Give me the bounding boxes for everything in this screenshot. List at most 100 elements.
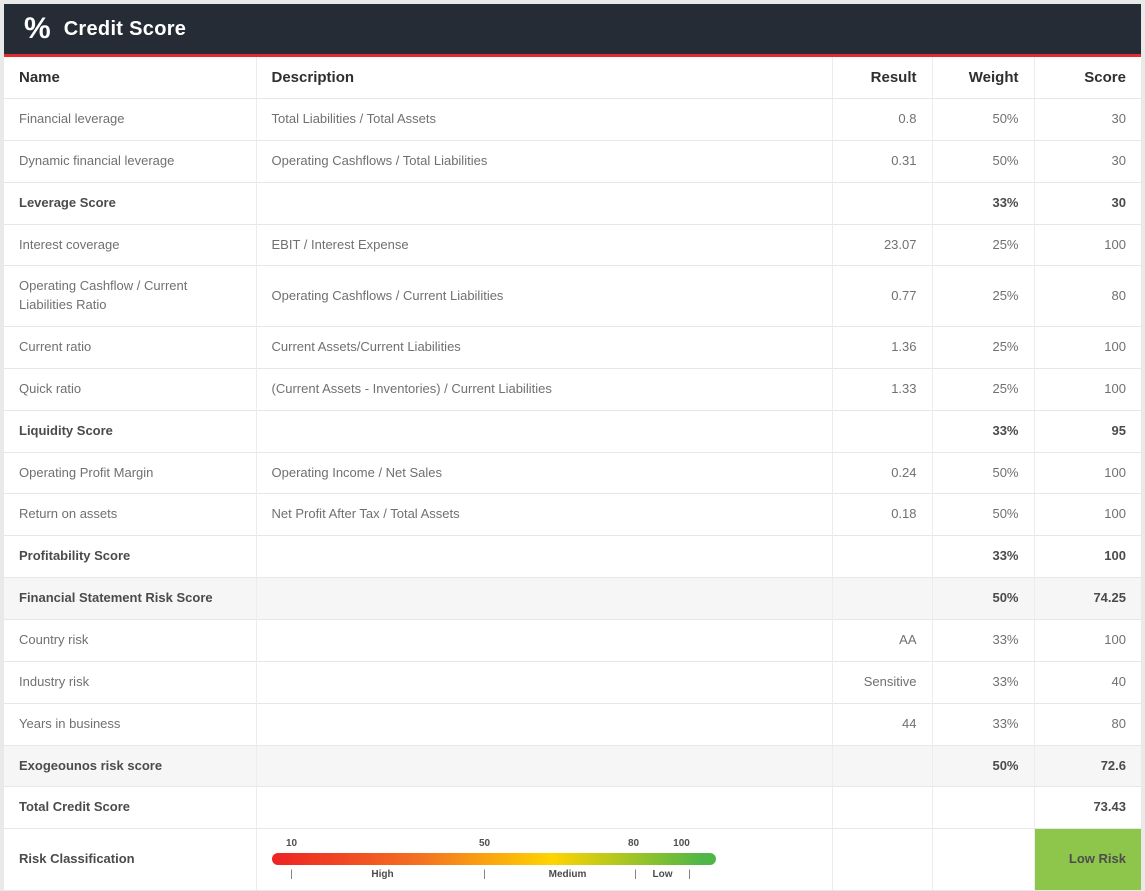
row-weight: 33% — [931, 409, 1034, 453]
zone-divider-tick: | — [688, 869, 691, 881]
row-weight: 25% — [931, 265, 1034, 327]
row-result: AA — [831, 618, 932, 662]
risk-classification-label: Risk Classification — [4, 828, 256, 891]
table-row: Return on assets Net Profit After Tax / T… — [4, 493, 1141, 536]
row-score: 100 — [1033, 535, 1141, 578]
zone-label: Medium — [548, 869, 587, 881]
credit-score-table: Name Description Result Weight Score Fin… — [4, 57, 1141, 891]
scale-tick-label: 10 — [285, 838, 298, 850]
row-result — [831, 828, 932, 891]
scale-tick-label: 100 — [673, 838, 690, 850]
column-header-description: Description — [255, 57, 832, 99]
table-row: Exogeounos risk score 50% 72.6 — [4, 744, 1141, 787]
row-result: 1.33 — [831, 367, 932, 411]
row-result — [831, 577, 932, 620]
row-weight: 25% — [931, 223, 1034, 266]
risk-meter-scale-ticks: 10 50 80 100 — [272, 837, 716, 851]
table-row: Financial Statement Risk Score 50% 74.25 — [4, 577, 1141, 620]
row-weight: 33% — [931, 181, 1034, 225]
table-row: Dynamic financial leverage Operating Cash… — [4, 139, 1141, 183]
zone-divider-tick: | — [483, 869, 486, 881]
table-row: Country risk AA 33% 100 — [4, 618, 1141, 662]
row-result — [831, 535, 932, 578]
table-row: Liquidity Score 33% 95 — [4, 409, 1141, 453]
row-name: Industry risk — [4, 660, 256, 704]
row-name: Interest coverage — [4, 223, 256, 266]
row-description — [255, 535, 832, 578]
row-result: 0.77 — [831, 265, 932, 327]
table-header-row: Name Description Result Weight Score — [4, 57, 1141, 99]
row-score: 95 — [1033, 409, 1141, 453]
row-result: 0.31 — [831, 139, 932, 183]
column-header-result: Result — [831, 57, 932, 99]
table-row: Total Credit Score 73.43 — [4, 786, 1141, 829]
row-weight: 50% — [931, 493, 1034, 536]
row-description: Current Assets/Current Liabilities — [255, 326, 832, 369]
row-result — [831, 744, 932, 787]
percent-icon: % — [24, 12, 51, 45]
row-weight: 33% — [931, 702, 1034, 745]
row-name: Liquidity Score — [4, 409, 256, 453]
row-weight: 50% — [931, 139, 1034, 183]
row-weight: 50% — [931, 98, 1034, 141]
row-description — [255, 409, 832, 453]
column-header-name: Name — [4, 57, 256, 99]
risk-gradient-bar — [271, 853, 716, 866]
row-name: Operating Cashflow / Current Liabilities… — [4, 265, 256, 327]
row-weight: 25% — [931, 326, 1034, 369]
table-row: Interest coverage EBIT / Interest Expense… — [4, 223, 1141, 266]
row-description: (Current Assets - Inventories) / Current… — [255, 367, 832, 411]
row-description — [255, 744, 832, 787]
zone-label: Low — [652, 869, 673, 881]
row-description — [255, 786, 832, 829]
row-name: Quick ratio — [4, 367, 256, 411]
titlebar: % Credit Score — [4, 4, 1141, 57]
row-result: Sensitive — [831, 660, 932, 704]
column-header-weight: Weight — [931, 57, 1034, 99]
row-description — [255, 577, 832, 620]
row-name: Financial leverage — [4, 98, 256, 141]
table-row: Financial leverage Total Liabilities / To… — [4, 98, 1141, 141]
row-score: 80 — [1033, 265, 1141, 327]
row-name: Operating Profit Margin — [4, 451, 256, 494]
table-row: Leverage Score 33% 30 — [4, 181, 1141, 225]
risk-classification-row: Risk Classification 10 50 80 100 | High | Medium… — [4, 828, 1141, 891]
table-row: Operating Profit Margin Operating Income … — [4, 451, 1141, 494]
row-name: Leverage Score — [4, 181, 256, 225]
row-score: 72.6 — [1033, 744, 1141, 787]
row-result: 0.24 — [831, 451, 932, 494]
row-weight: 25% — [931, 367, 1034, 411]
row-name: Dynamic financial leverage — [4, 139, 256, 183]
table-row: Quick ratio (Current Assets - Inventories… — [4, 367, 1141, 411]
page-title: Credit Score — [63, 17, 187, 40]
row-score: 73.43 — [1033, 786, 1141, 829]
row-score: 100 — [1033, 223, 1141, 266]
risk-meter-zone-labels: | High | Medium | Low | — [272, 868, 716, 882]
row-score: 100 — [1033, 326, 1141, 369]
row-name: Years in business — [4, 702, 256, 745]
row-score: 100 — [1033, 618, 1141, 662]
table-row: Industry risk Sensitive 33% 40 — [4, 660, 1141, 704]
row-name: Exogeounos risk score — [4, 744, 256, 787]
row-name: Country risk — [4, 618, 256, 662]
risk-classification-badge: Low Risk — [1033, 828, 1141, 891]
row-description: Net Profit After Tax / Total Assets — [255, 493, 832, 536]
credit-score-card: % Credit Score Name Description Result W… — [4, 4, 1141, 891]
row-weight: 33% — [931, 660, 1034, 704]
table-row: Operating Cashflow / Current Liabilities… — [4, 265, 1141, 327]
row-result — [831, 409, 932, 453]
row-result — [831, 181, 932, 225]
zone-label: High — [371, 869, 394, 881]
row-description — [255, 660, 832, 704]
row-weight: 50% — [931, 451, 1034, 494]
risk-gradient-meter: 10 50 80 100 | High | Medium | Low | — [271, 837, 716, 882]
column-header-score: Score — [1033, 57, 1141, 99]
row-name: Total Credit Score — [4, 786, 256, 829]
row-score: 40 — [1033, 660, 1141, 704]
row-weight — [931, 786, 1034, 829]
row-name: Current ratio — [4, 326, 256, 369]
row-weight: 50% — [931, 577, 1034, 620]
row-result: 0.18 — [831, 493, 932, 536]
row-weight: 33% — [931, 535, 1034, 578]
row-name: Return on assets — [4, 493, 256, 536]
